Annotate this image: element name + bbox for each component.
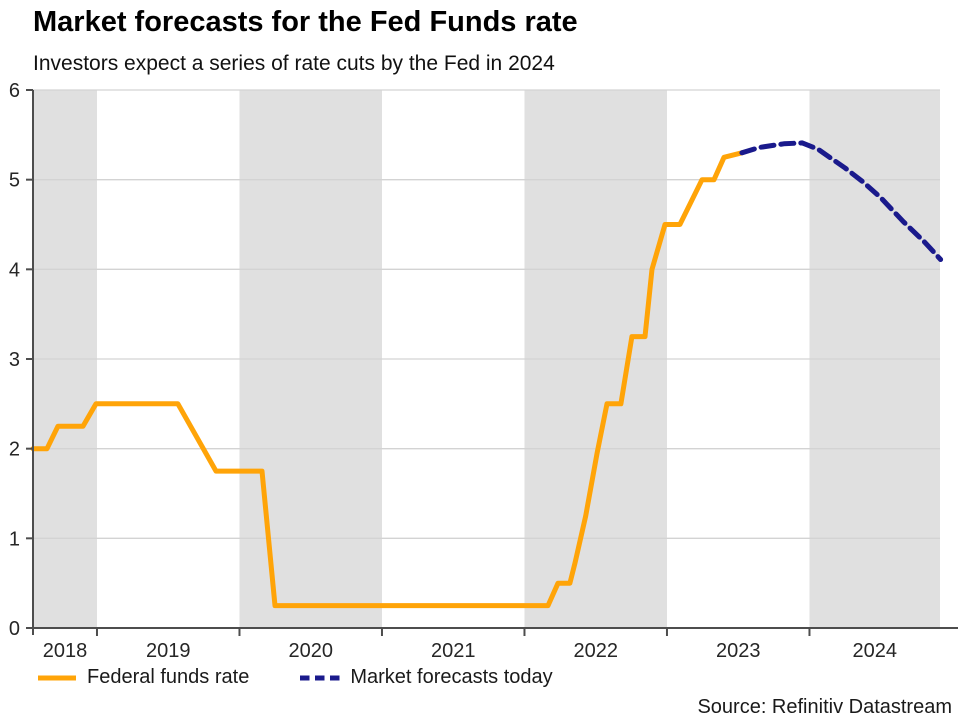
legend: Federal funds rate Market forecasts toda… [36,666,553,689]
source-note: Source: Refinitiv Datastream [697,696,952,718]
x-tick-label: 2023 [716,640,761,662]
x-tick-label: 2018 [43,640,88,662]
series-line-federal-funds-rate [30,150,745,609]
y-tick-label: 4 [9,259,20,281]
legend-item-federal-funds-rate: Federal funds rate [36,666,249,689]
legend-item-market-forecasts-today: Market forecasts today [299,666,553,689]
solid-line-swatch-icon [38,675,76,680]
x-tick-label: 2020 [288,640,333,662]
dashed-line-swatch-icon [300,675,341,680]
legend-item-label: Federal funds rate [87,666,250,688]
chart-subtitle: Investors expect a series of rate cuts b… [33,52,555,75]
x-tick-label: 2019 [146,640,191,662]
tick-labels-group: 0 1 2 3 4 5 6 2018 2019 2020 2021 2022 2023 2024 [9,80,897,662]
y-tick-label: 5 [9,170,20,192]
gridlines-group [33,89,940,539]
y-tick-label: 2 [9,439,20,461]
series-line-market-forecasts-today [739,140,944,262]
axes-group [26,89,958,636]
x-tick-label: 2022 [573,640,618,662]
chart-title: Market forecasts for the Fed Funds rate [33,6,578,38]
x-tick-label: 2024 [852,640,897,662]
y-tick-label: 6 [9,80,20,102]
legend-item-label: Market forecasts today [350,666,553,688]
series-group [30,140,944,609]
y-tick-label: 0 [9,618,20,640]
y-tick-label: 1 [9,528,20,550]
y-tick-label: 3 [9,349,20,371]
x-tick-label: 2021 [431,640,476,662]
